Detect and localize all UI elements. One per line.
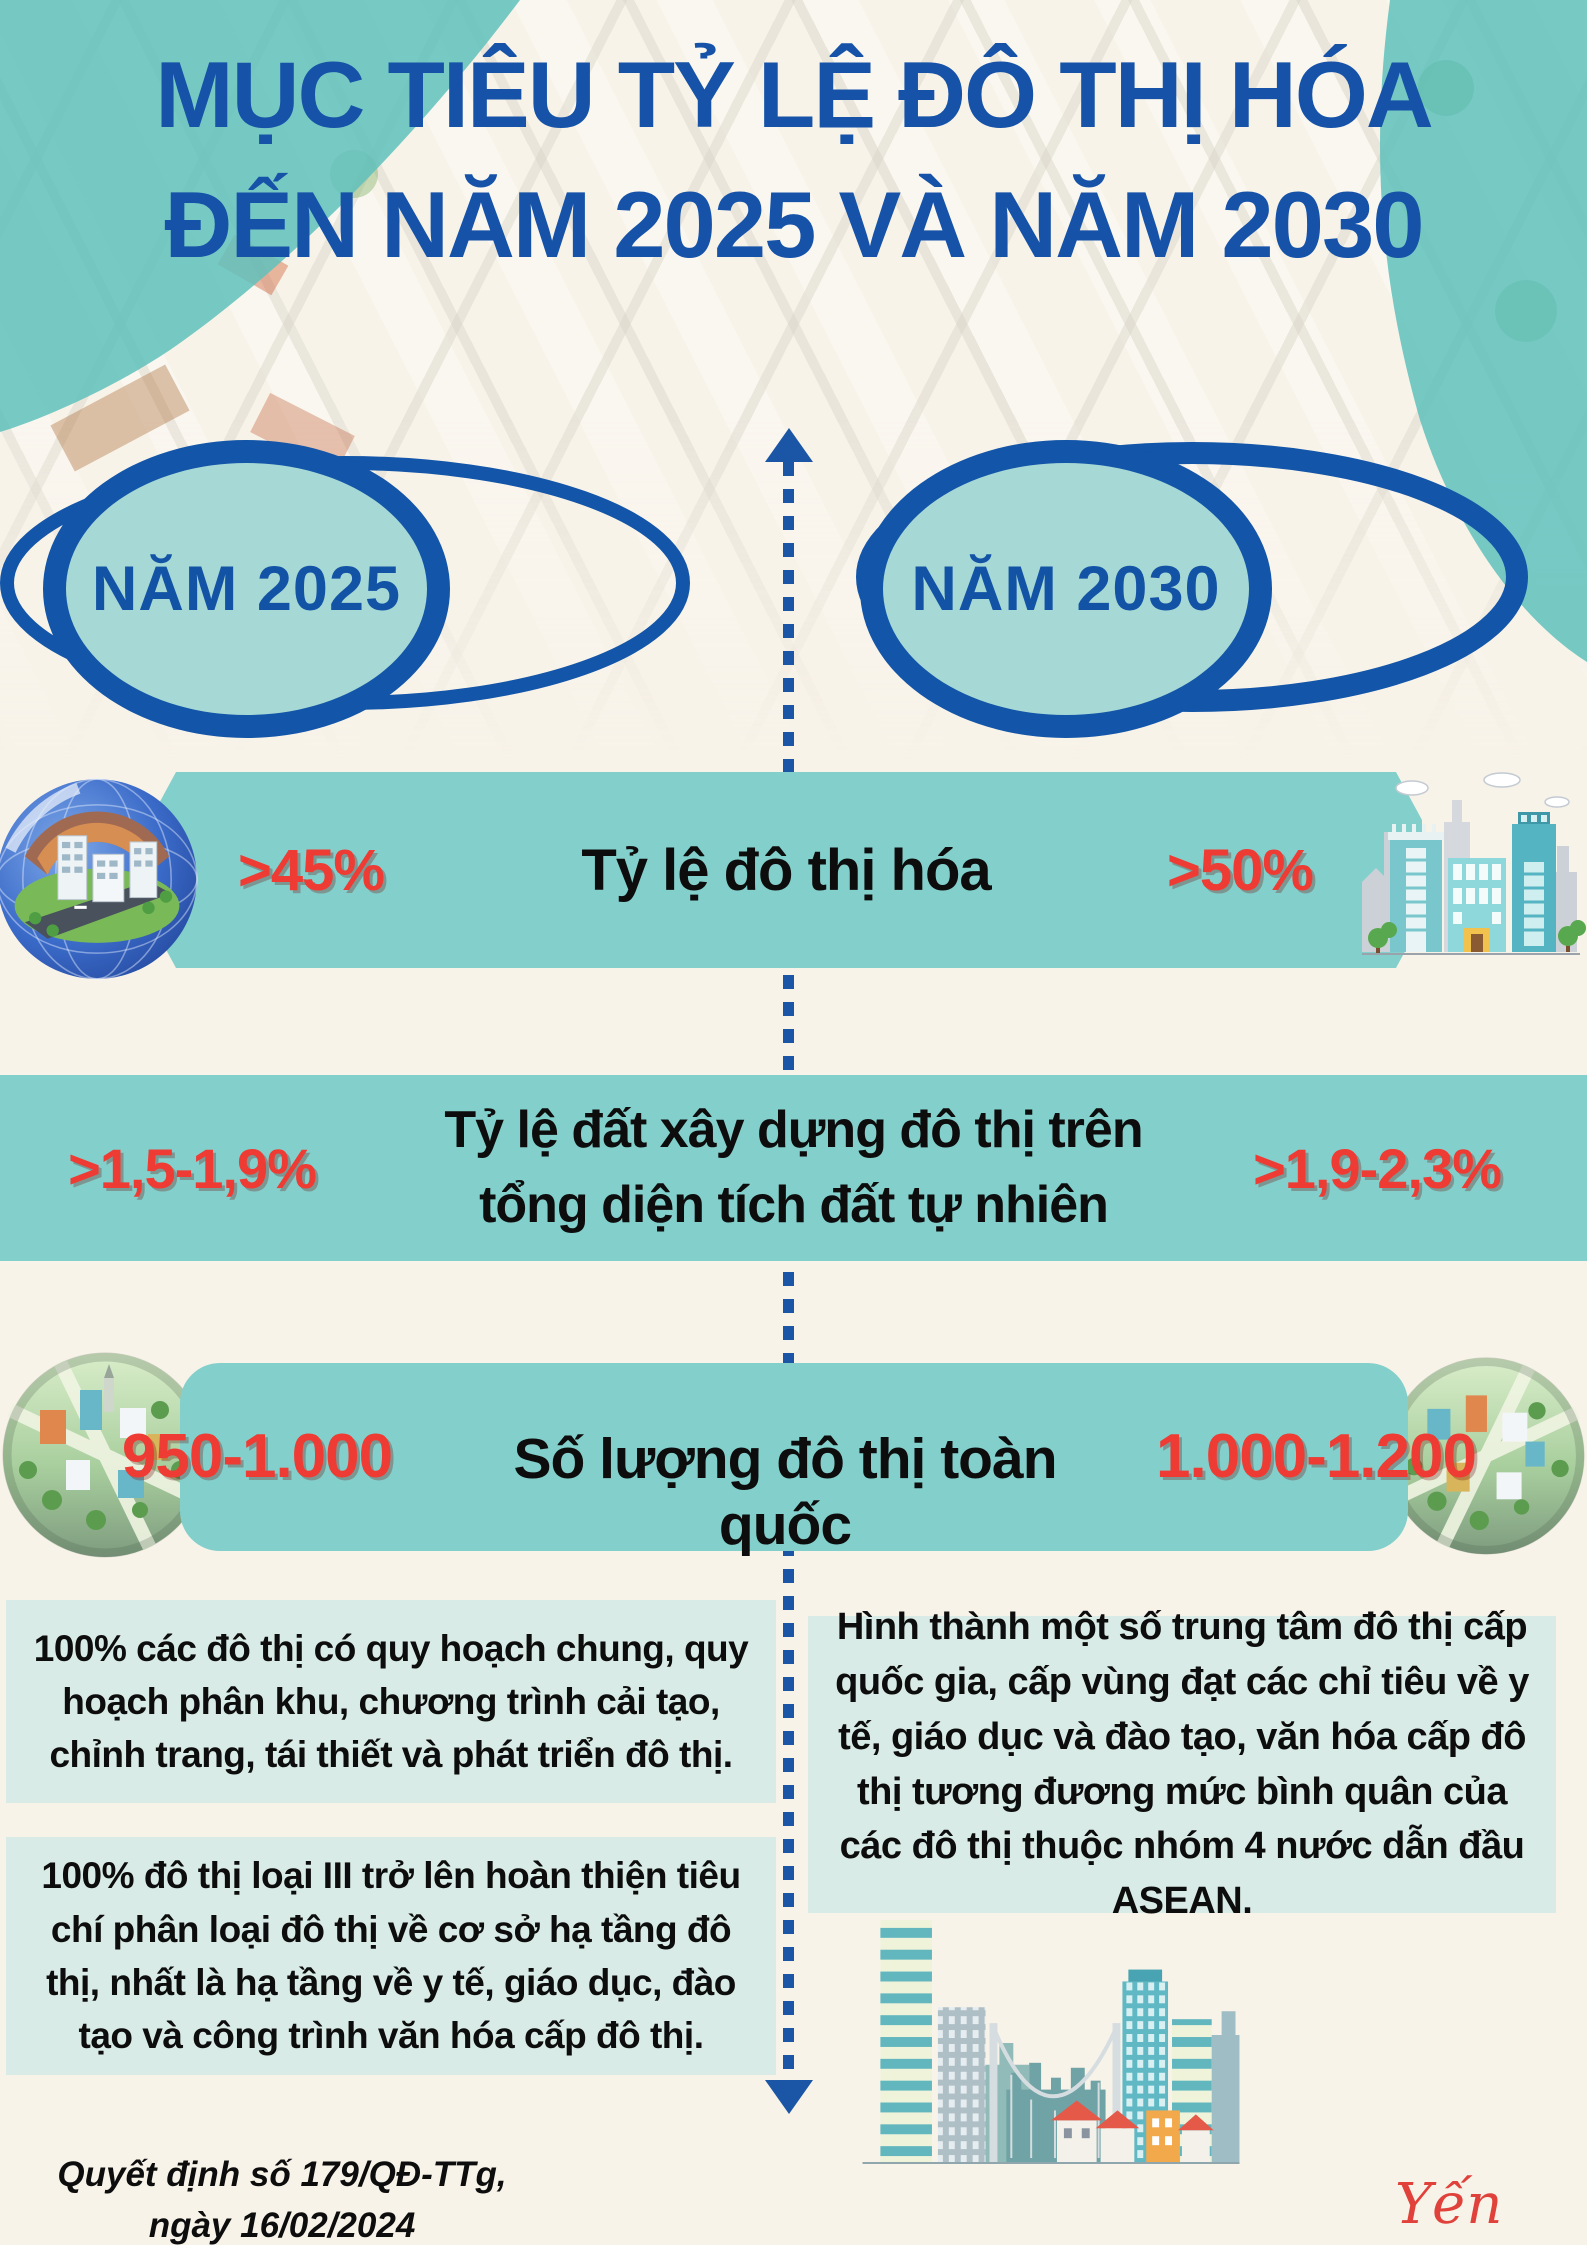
- city-buildings-icon: [1362, 772, 1586, 955]
- source-citation: Quyết định số 179/QĐ-TTg, ngày 16/02/202…: [12, 2150, 552, 2245]
- year-label-2030: NĂM 2030: [911, 554, 1221, 624]
- page-title-line2: ĐẾN NĂM 2025 VÀ NĂM 2030: [164, 171, 1425, 277]
- year-oval-2030: NĂM 2030: [860, 440, 1272, 738]
- teal-blob-top-left: [0, 0, 520, 432]
- value-2030-city-count: 1.000-1.200: [1156, 1422, 1477, 1491]
- metric-bar-urbanization-rate: >45% Tỷ lệ đô thị hóa >50%: [150, 772, 1422, 968]
- teal-blob-top-right: [1380, 0, 1587, 662]
- note-2025-planning: 100% các đô thị có quy hoạch chung, quy …: [6, 1600, 776, 1803]
- value-2025-land-ratio: >1,5-1,9%: [68, 1136, 317, 1200]
- source-citation-line1: Quyết định số 179/QĐ-TTg, ngày 16/02/202…: [57, 2155, 507, 2245]
- note-2025-infrastructure: 100% đô thị loại III trở lên hoàn thiện …: [6, 1837, 776, 2075]
- globe-city-icon: [0, 778, 198, 980]
- timeline-arrow-up-icon: [765, 428, 813, 462]
- author-signature: Yến Chi: [1395, 2172, 1503, 2245]
- note-2025-planning-text: 100% các đô thị có quy hoạch chung, quy …: [33, 1627, 749, 1776]
- label-city-count: Số lượng đô thị toàn quốc: [513, 1427, 1057, 1557]
- label-land-ratio-line2: tổng diện tích đất tự nhiên: [479, 1176, 1109, 1234]
- eco-globe-left-icon: [2, 1352, 208, 1558]
- metric-bar-city-count: [180, 1363, 1408, 1551]
- eco-globe-right-icon: [1387, 1357, 1585, 1555]
- page-title-line1: MỤC TIÊU TỶ LỆ ĐÔ THỊ HÓA: [155, 42, 1433, 147]
- value-2030-land-ratio: >1,9-2,3%: [1253, 1136, 1502, 1200]
- timeline-dotted-line: [783, 462, 794, 2082]
- note-2025-infrastructure-text: 100% đô thị loại III trở lên hoàn thiện …: [41, 1855, 741, 2057]
- year-oval-2025: NĂM 2025: [43, 440, 450, 738]
- skyline-bridge-icon: [862, 1919, 1240, 2164]
- label-land-ratio: Tỷ lệ đất xây dựng đô thị trên tổng diện…: [0, 1075, 1587, 1261]
- note-2030-asean: Hình thành một số trung tâm đô thị cấp q…: [808, 1606, 1556, 1922]
- value-2030-urbanization: >50%: [1167, 837, 1313, 903]
- value-2025-city-count: 950-1.000: [121, 1422, 393, 1491]
- timeline-arrow-down-icon: [765, 2080, 813, 2114]
- year-label-2025: NĂM 2025: [91, 554, 402, 624]
- page-title: MỤC TIÊU TỶ LỆ ĐÔ THỊ HÓA ĐẾN NĂM 2025 V…: [0, 30, 1587, 289]
- note-2030-asean-text: Hình thành một số trung tâm đô thị cấp q…: [835, 1606, 1529, 1922]
- metric-bar-land-ratio: >1,5-1,9% Tỷ lệ đất xây dựng đô thị trên…: [0, 1075, 1587, 1261]
- label-urbanization-rate: Tỷ lệ đô thị hóa: [581, 837, 991, 903]
- value-2025-urbanization: >45%: [238, 837, 384, 903]
- label-land-ratio-line1: Tỷ lệ đất xây dựng đô thị trên: [444, 1100, 1143, 1159]
